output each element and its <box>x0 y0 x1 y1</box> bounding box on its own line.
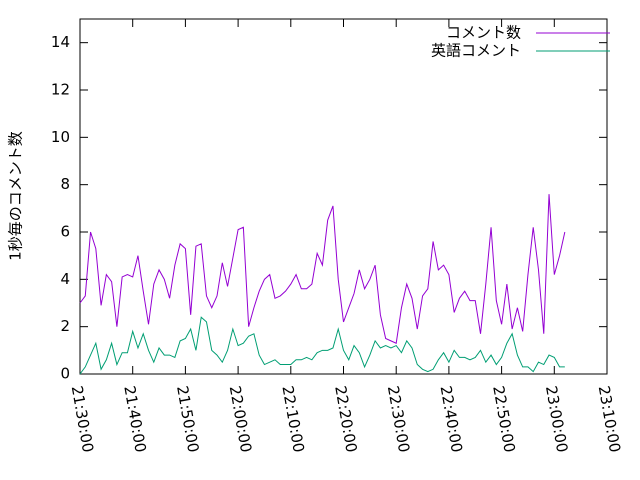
y-tick-label: 4 <box>60 270 70 288</box>
y-tick-label: 6 <box>60 223 70 241</box>
x-tick-label: 22:50:00 <box>489 384 518 453</box>
legend-label: コメント数 <box>446 24 521 42</box>
x-tick-label: 22:30:00 <box>384 384 413 453</box>
series-line <box>79 316 565 375</box>
y-tick-label: 12 <box>51 81 70 99</box>
x-tick-label: 21:30:00 <box>68 384 97 453</box>
y-tick-label: 14 <box>51 33 70 51</box>
series-line <box>79 194 566 344</box>
y-tick-label: 0 <box>60 365 70 383</box>
legend-label: 英語コメント <box>431 42 521 60</box>
x-tick-label: 22:10:00 <box>278 384 307 453</box>
x-tick-label: 22:20:00 <box>331 384 360 453</box>
y-tick-label: 8 <box>60 175 70 193</box>
x-tick-label: 23:10:00 <box>595 384 624 453</box>
x-tick-label: 22:00:00 <box>226 384 255 453</box>
x-tick-label: 23:00:00 <box>542 384 571 453</box>
y-tick-label: 2 <box>60 317 70 335</box>
x-tick-label: 21:40:00 <box>120 384 149 453</box>
x-tick-label: 21:50:00 <box>173 384 202 453</box>
x-tick-label: 22:40:00 <box>437 384 466 453</box>
y-tick-label: 10 <box>51 128 70 146</box>
y-axis-label: 1秒毎のコメント数 <box>7 131 25 261</box>
